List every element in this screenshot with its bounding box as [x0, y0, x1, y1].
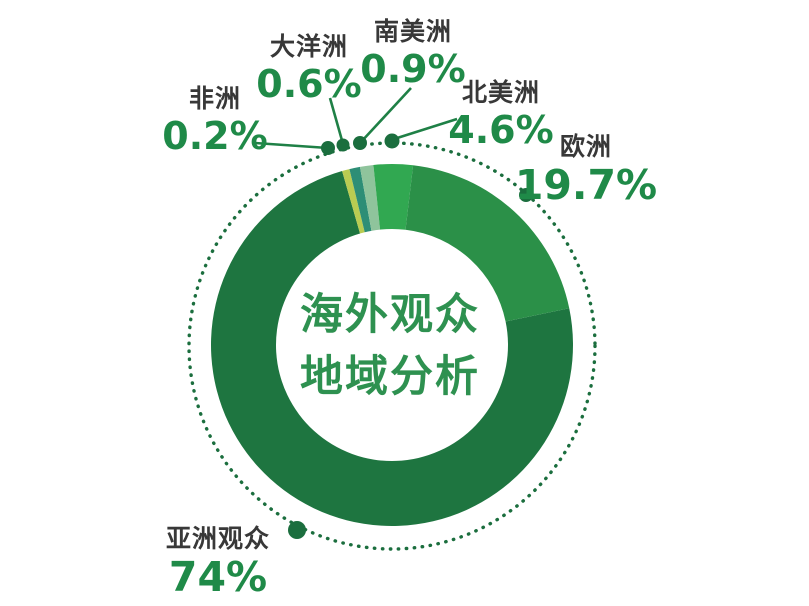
label-south-america: 南美洲 0.9%	[360, 17, 465, 89]
label-oceania: 大洋洲 0.6%	[256, 32, 361, 104]
label-south-america-name: 南美洲	[373, 17, 453, 46]
label-north-america-value: 4.6%	[448, 108, 554, 152]
label-south-america-value: 0.9%	[360, 47, 466, 91]
label-asia: 亚洲观众 74%	[166, 524, 270, 598]
center-title-line-1: 海外观众	[300, 290, 480, 340]
leader-line-africa	[254, 141, 329, 150]
label-africa-name: 非洲	[188, 84, 242, 113]
donut-slice-north-america	[373, 164, 414, 230]
donut-slice-asia	[210, 171, 573, 526]
label-oceania-name: 大洋洲	[269, 32, 349, 61]
label-europe-value: 19.7%	[514, 161, 658, 209]
label-europe: 欧洲 19.7%	[515, 132, 657, 206]
anchor-dot-south-america	[353, 136, 367, 150]
label-oceania-value: 0.6%	[256, 62, 362, 106]
donut-slice-south-america	[359, 164, 381, 231]
donut-slice-africa	[342, 169, 365, 234]
leader-line-north-america	[393, 117, 458, 141]
label-asia-value: 74%	[168, 553, 268, 601]
dotted-ring	[187, 141, 597, 551]
leader-line-oceania	[328, 97, 345, 145]
anchor-dot-north-america	[384, 133, 400, 149]
anchor-dot-europe	[519, 188, 533, 202]
anchor-dot-asia	[288, 521, 306, 539]
label-north-america: 北美洲 4.6%	[448, 78, 553, 150]
leader-line-south-america	[360, 87, 412, 143]
chart-center-title: 海外观众 地域分析	[300, 284, 480, 408]
label-europe-name: 欧洲	[559, 132, 612, 161]
donut-slice-oceania	[349, 166, 372, 233]
label-asia-name: 亚洲观众	[165, 524, 271, 553]
donut-slice-europe	[405, 165, 570, 322]
anchor-dot-oceania	[336, 138, 350, 152]
center-title-line-2: 地域分析	[300, 352, 480, 402]
label-africa-value: 0.2%	[162, 114, 268, 158]
label-africa: 非洲 0.2%	[162, 84, 267, 156]
anchor-dot-africa	[321, 141, 335, 155]
label-north-america-name: 北美洲	[461, 78, 541, 107]
